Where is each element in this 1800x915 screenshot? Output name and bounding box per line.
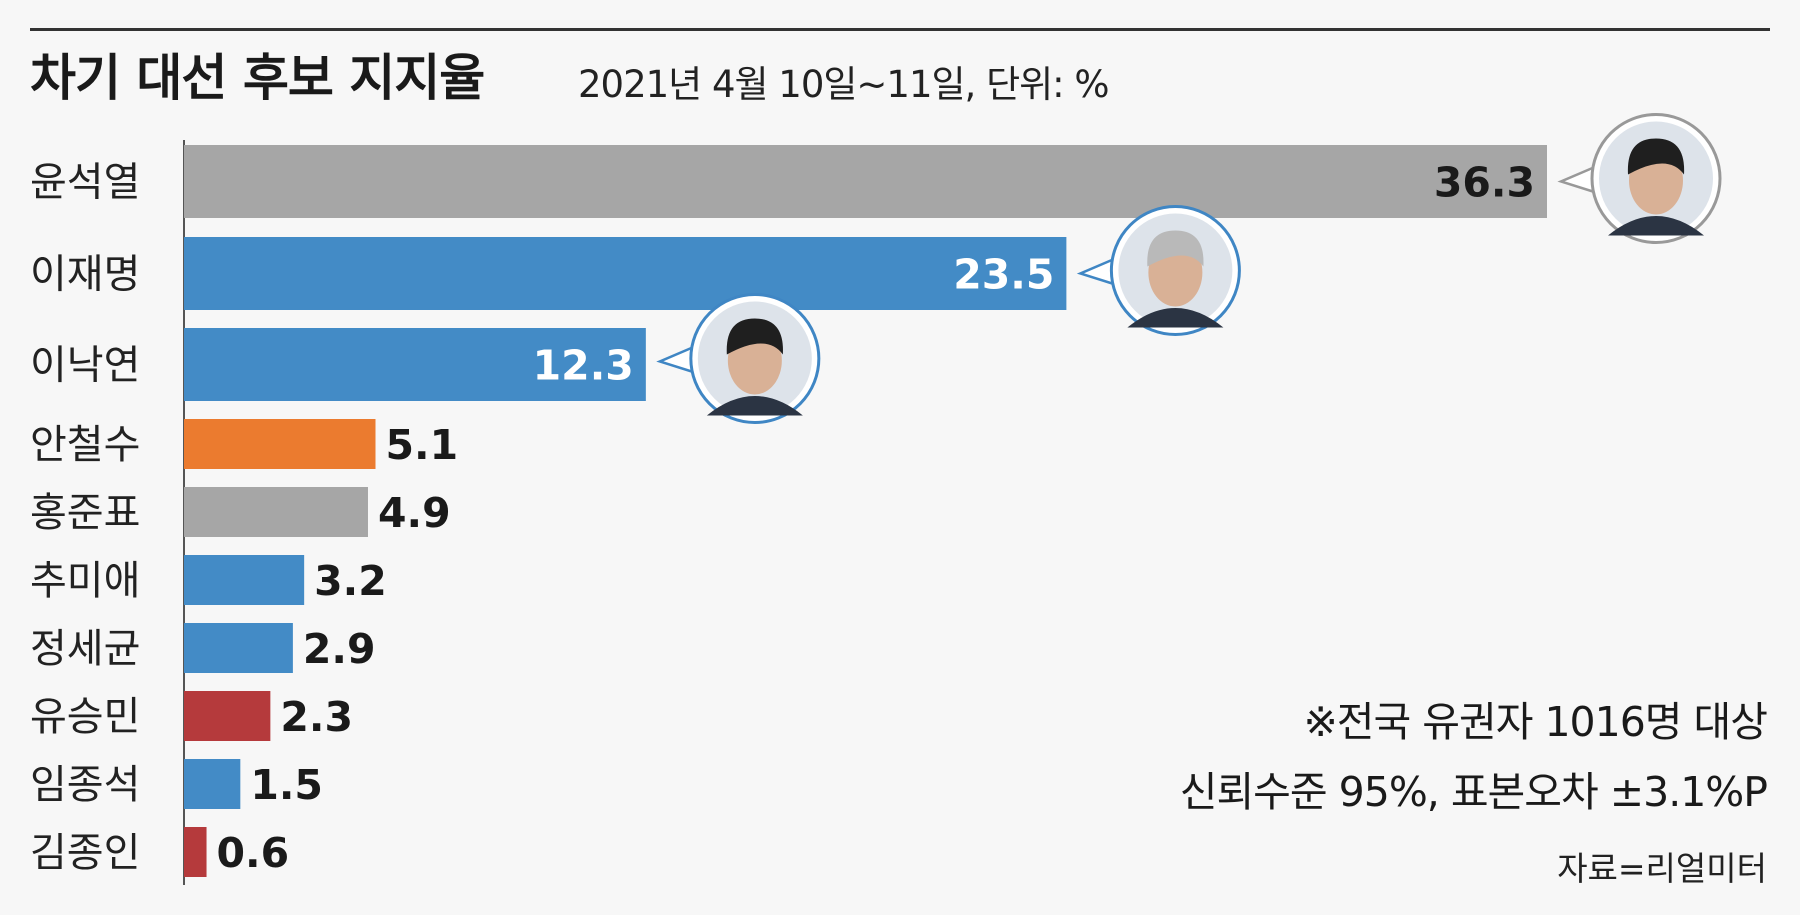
category-label-cand-3: 안철수 [30, 422, 140, 468]
bar-cand-2 [184, 328, 646, 401]
source-note: 자료=리얼미터 [1557, 849, 1767, 888]
value-label-cand-5: 3.2 [314, 557, 387, 605]
portrait-callout-2 [656, 293, 821, 424]
bar-cand-7 [184, 691, 271, 741]
bar-cand-9 [184, 827, 207, 877]
bar-cand-6 [184, 623, 293, 673]
bar-cand-3 [184, 419, 376, 469]
value-label-cand-9: 0.6 [217, 829, 290, 877]
bar-cand-1 [184, 237, 1067, 310]
category-label-cand-7: 유승민 [30, 694, 140, 740]
survey-note: ※전국 유권자 1016명 대상 [1303, 698, 1768, 746]
value-label-cand-1: 23.5 [953, 251, 1054, 299]
value-label-cand-2: 12.3 [533, 342, 634, 390]
value-label-cand-3: 5.1 [385, 421, 458, 469]
category-label-cand-6: 정세균 [30, 626, 140, 672]
confidence-note: 신뢰수준 95%, 표본오차 ±3.1%P [1179, 768, 1768, 816]
category-label-cand-8: 임종석 [30, 762, 140, 808]
category-label-cand-5: 추미애 [30, 558, 140, 604]
value-label-cand-6: 2.9 [303, 625, 376, 673]
category-label-cand-4: 홍준표 [30, 490, 140, 536]
portrait-callout-1 [1076, 205, 1241, 336]
bar-cand-8 [184, 759, 241, 809]
value-label-cand-8: 1.5 [250, 761, 323, 809]
portrait-callout-0 [1557, 113, 1722, 244]
category-label-cand-1: 이재명 [30, 252, 140, 298]
value-label-cand-4: 4.9 [378, 489, 451, 537]
value-label-cand-7: 2.3 [280, 693, 353, 741]
page-title: 차기 대선 후보 지지율 [30, 49, 485, 107]
top-rule [30, 28, 1770, 31]
bar-cand-5 [184, 555, 305, 605]
page-subtitle: 2021년 4월 10일~11일, 단위: % [578, 63, 1110, 106]
bar-cand-0 [184, 145, 1547, 218]
category-label-cand-0: 윤석열 [30, 160, 140, 206]
bar-cand-4 [184, 487, 368, 537]
category-label-cand-2: 이낙연 [30, 343, 140, 389]
category-label-cand-9: 김종인 [30, 830, 140, 876]
value-label-cand-0: 36.3 [1434, 159, 1535, 207]
